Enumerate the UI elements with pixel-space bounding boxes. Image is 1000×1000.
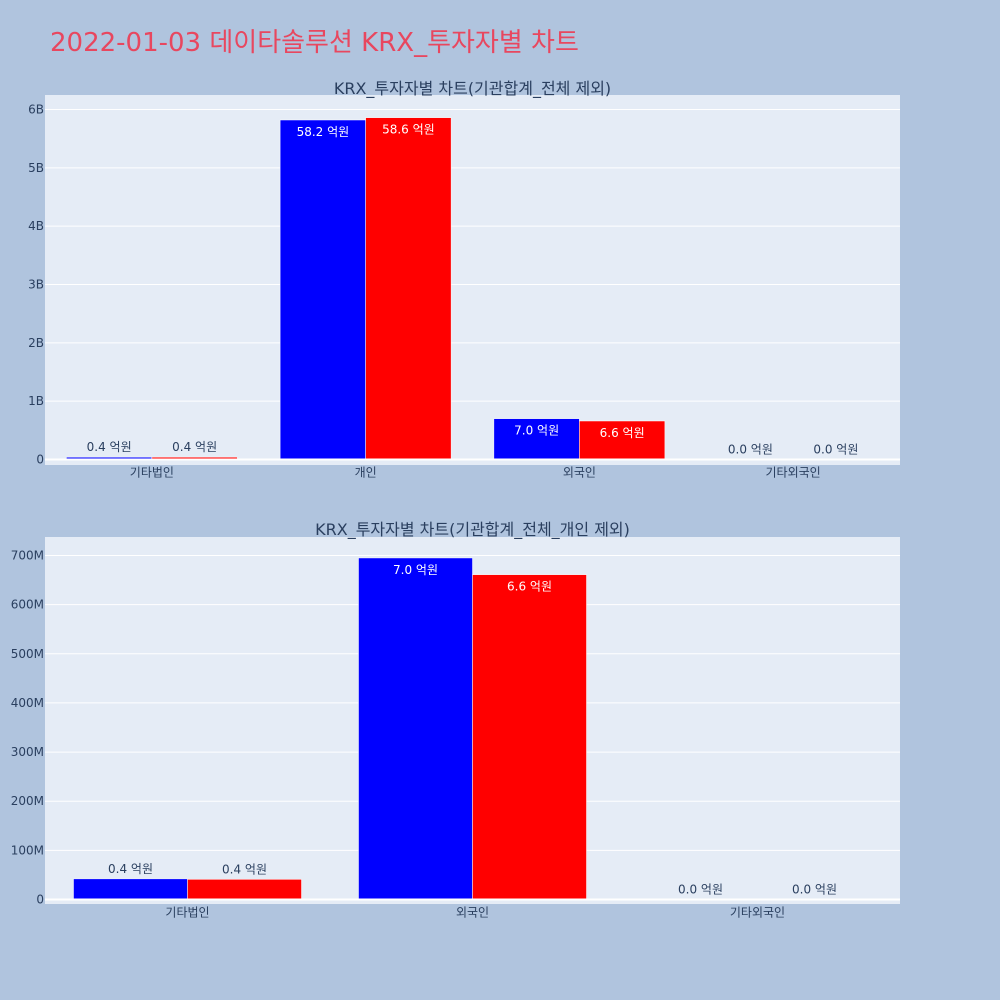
bar	[472, 574, 587, 900]
bar	[579, 420, 666, 460]
x-tick-label: 기타법인	[130, 466, 174, 480]
page-title: 2022-01-03 데이타솔루션 KRX_투자자별 차트	[50, 28, 579, 58]
y-tick-label: 1B	[28, 394, 44, 408]
bar-value-label: 0.4 억원	[222, 862, 267, 876]
chart-investor-all: KRX_투자자별 차트(기관합계_전체 제외) 0 1B 2B 3B 4B 5B 6B 0.4 …	[28, 79, 900, 480]
y-tick-label: 6B	[28, 103, 44, 117]
chart-title: KRX_투자자별 차트(기관합계_전체 제외)	[334, 79, 611, 99]
y-tick-label: 4B	[28, 219, 44, 233]
bar-value-label: 0.0 억원	[813, 443, 858, 457]
y-tick-label: 200M	[11, 794, 44, 808]
y-tick-label: 600M	[11, 598, 44, 612]
bar	[365, 117, 452, 460]
bar-value-label: 0.4 억원	[87, 440, 132, 454]
bar-value-label: 0.4 억원	[108, 862, 153, 876]
x-tick-label: 기타외국인	[730, 906, 785, 920]
bar-value-label: 7.0 억원	[393, 563, 438, 577]
x-tick-label: 외국인	[563, 466, 596, 480]
plot-area	[45, 95, 900, 465]
y-tick-label: 700M	[11, 549, 44, 563]
bar-value-label: 0.4 억원	[172, 440, 217, 454]
x-tick-label: 기타외국인	[766, 466, 821, 480]
y-tick-label: 3B	[28, 278, 44, 292]
bar-value-label: 58.6 억원	[382, 123, 435, 137]
y-tick-label: 400M	[11, 696, 44, 710]
y-tick-label: 0	[36, 893, 44, 907]
y-tick-label: 0	[36, 453, 44, 467]
y-tick-label: 300M	[11, 745, 44, 759]
bar-value-label: 58.2 억원	[297, 125, 350, 139]
bar	[279, 119, 366, 460]
bar	[73, 878, 188, 900]
y-tick-label: 100M	[11, 843, 44, 857]
y-tick-label: 2B	[28, 336, 44, 350]
bar-value-label: 6.6 억원	[600, 426, 645, 440]
y-tick-label: 500M	[11, 647, 44, 661]
x-tick-label: 기타법인	[165, 906, 209, 920]
bar	[493, 418, 580, 460]
bar-value-label: 7.0 억원	[514, 424, 559, 438]
x-tick-label: 외국인	[456, 906, 489, 920]
chart-investor-excl-individual: KRX_투자자별 차트(기관합계_전체_개인 제외) 0 100M 200M 300M 4…	[11, 520, 900, 920]
bar	[358, 557, 473, 900]
bar-value-label: 6.6 억원	[507, 580, 552, 594]
bar-value-label: 0.0 억원	[728, 443, 773, 457]
bar-value-label: 0.0 억원	[678, 883, 723, 897]
bar	[187, 879, 302, 900]
bar-value-label: 0.0 억원	[792, 883, 837, 897]
x-tick-label: 개인	[355, 466, 377, 480]
chart-title: KRX_투자자별 차트(기관합계_전체_개인 제외)	[315, 520, 630, 540]
y-tick-label: 5B	[28, 161, 44, 175]
